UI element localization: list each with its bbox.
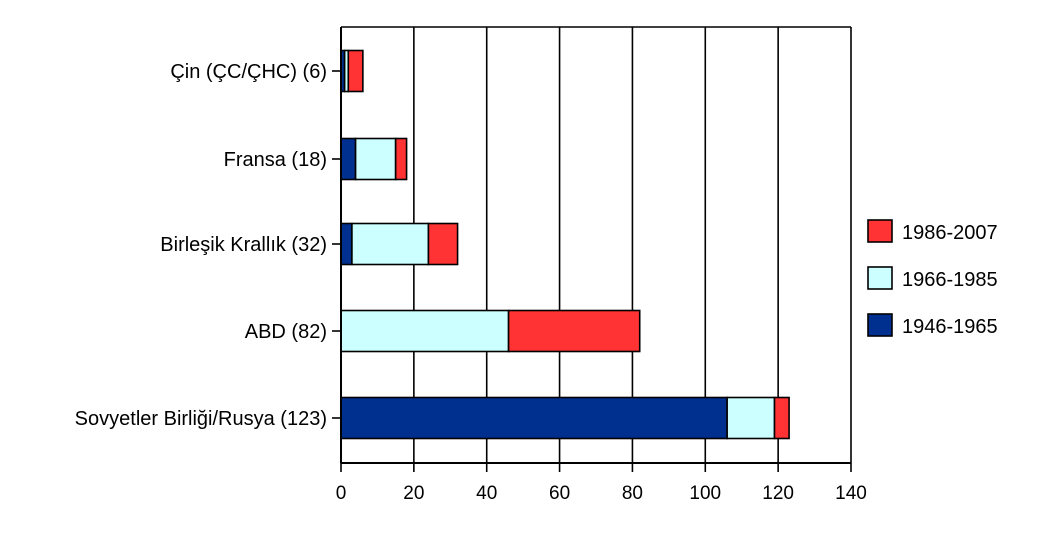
category-label: Sovyetler Birliği/Rusya (123) bbox=[75, 408, 327, 430]
x-tick-label: 140 bbox=[835, 483, 867, 504]
bar-segment-1986-2007-1 bbox=[394, 137, 408, 181]
bar-segment-1966-1985-3 bbox=[340, 309, 510, 353]
bar-segment-1946-1965-4 bbox=[340, 396, 728, 440]
category-label: ABD (82) bbox=[245, 321, 327, 343]
axis-layer: 0 20 40 60 80 100 120 140 Çin (ÇC/ÇHC) (6) Fransa… bbox=[75, 26, 867, 504]
bar-segment-1986-2007-2 bbox=[427, 222, 459, 266]
category-label: Çin (ÇC/ÇHC) (6) bbox=[170, 61, 327, 83]
legend: 1986-2007 1966-1985 1946-1965 bbox=[867, 219, 998, 338]
category-label: Fransa (18) bbox=[224, 149, 327, 171]
legend-swatch-1986-2007 bbox=[867, 219, 893, 243]
legend-label: 1966-1985 bbox=[902, 269, 998, 291]
bar-segment-1966-1985-2 bbox=[351, 222, 430, 266]
bar-segment-1946-1965-2 bbox=[340, 222, 353, 266]
bar-segment-1946-1965-1 bbox=[340, 137, 357, 181]
bar-layer bbox=[340, 49, 790, 440]
x-tick-label: 40 bbox=[476, 483, 497, 504]
x-tick-label: 0 bbox=[336, 483, 347, 504]
x-tick-label: 120 bbox=[762, 483, 794, 504]
legend-label: 1946-1965 bbox=[902, 316, 998, 338]
x-tick-label: 80 bbox=[622, 483, 643, 504]
legend-swatch-1966-1985 bbox=[867, 266, 893, 290]
x-tick-label: 60 bbox=[549, 483, 570, 504]
bar-segment-1966-1985-4 bbox=[726, 396, 776, 440]
x-tick-label: 100 bbox=[689, 483, 721, 504]
category-label: Birleşik Krallık (32) bbox=[160, 234, 327, 256]
legend-label: 1986-2007 bbox=[902, 222, 998, 244]
legend-swatch-1946-1965 bbox=[867, 313, 893, 337]
bar-segment-1986-2007-4 bbox=[773, 396, 790, 440]
bar-segment-1986-2007-3 bbox=[507, 309, 641, 353]
grid-layer bbox=[413, 27, 852, 463]
bar-segment-1966-1985-1 bbox=[354, 137, 397, 181]
bar-segment-1986-2007-0 bbox=[347, 49, 364, 93]
x-tick-label: 20 bbox=[403, 483, 424, 504]
